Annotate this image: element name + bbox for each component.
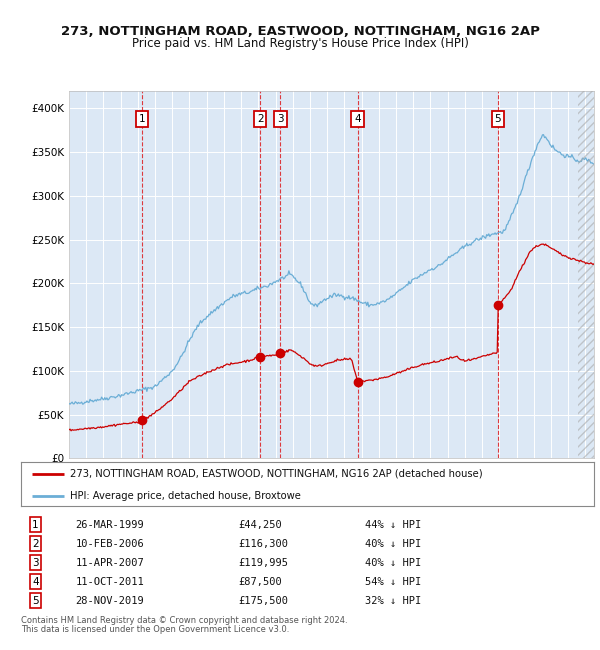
Text: 40% ↓ HPI: 40% ↓ HPI (365, 558, 421, 567)
Text: 3: 3 (277, 114, 284, 124)
Bar (578, 91, 595, 458)
Text: 4: 4 (32, 577, 38, 586)
Text: 26-MAR-1999: 26-MAR-1999 (76, 519, 144, 530)
Text: 2: 2 (257, 114, 263, 124)
Text: Contains HM Land Registry data © Crown copyright and database right 2024.: Contains HM Land Registry data © Crown c… (21, 616, 347, 625)
Text: 54% ↓ HPI: 54% ↓ HPI (365, 577, 421, 586)
Text: 1: 1 (32, 519, 38, 530)
Text: 32% ↓ HPI: 32% ↓ HPI (365, 595, 421, 606)
Text: £44,250: £44,250 (239, 519, 283, 530)
Text: 5: 5 (494, 114, 501, 124)
Text: £175,500: £175,500 (239, 595, 289, 606)
Text: £87,500: £87,500 (239, 577, 283, 586)
Text: 2: 2 (32, 538, 38, 549)
Text: 11-APR-2007: 11-APR-2007 (76, 558, 144, 567)
Text: 273, NOTTINGHAM ROAD, EASTWOOD, NOTTINGHAM, NG16 2AP (detached house): 273, NOTTINGHAM ROAD, EASTWOOD, NOTTINGH… (70, 469, 482, 479)
Text: 11-OCT-2011: 11-OCT-2011 (76, 577, 144, 586)
Text: HPI: Average price, detached house, Broxtowe: HPI: Average price, detached house, Brox… (70, 491, 301, 501)
Text: 3: 3 (32, 558, 38, 567)
Text: 40% ↓ HPI: 40% ↓ HPI (365, 538, 421, 549)
Text: This data is licensed under the Open Government Licence v3.0.: This data is licensed under the Open Gov… (21, 625, 289, 634)
Text: 4: 4 (355, 114, 361, 124)
Text: 5: 5 (32, 595, 38, 606)
Text: 10-FEB-2006: 10-FEB-2006 (76, 538, 144, 549)
Text: £116,300: £116,300 (239, 538, 289, 549)
Text: 273, NOTTINGHAM ROAD, EASTWOOD, NOTTINGHAM, NG16 2AP: 273, NOTTINGHAM ROAD, EASTWOOD, NOTTINGH… (61, 25, 539, 38)
Text: 1: 1 (139, 114, 145, 124)
Text: 44% ↓ HPI: 44% ↓ HPI (365, 519, 421, 530)
Text: 28-NOV-2019: 28-NOV-2019 (76, 595, 144, 606)
Text: Price paid vs. HM Land Registry's House Price Index (HPI): Price paid vs. HM Land Registry's House … (131, 37, 469, 50)
Text: £119,995: £119,995 (239, 558, 289, 567)
